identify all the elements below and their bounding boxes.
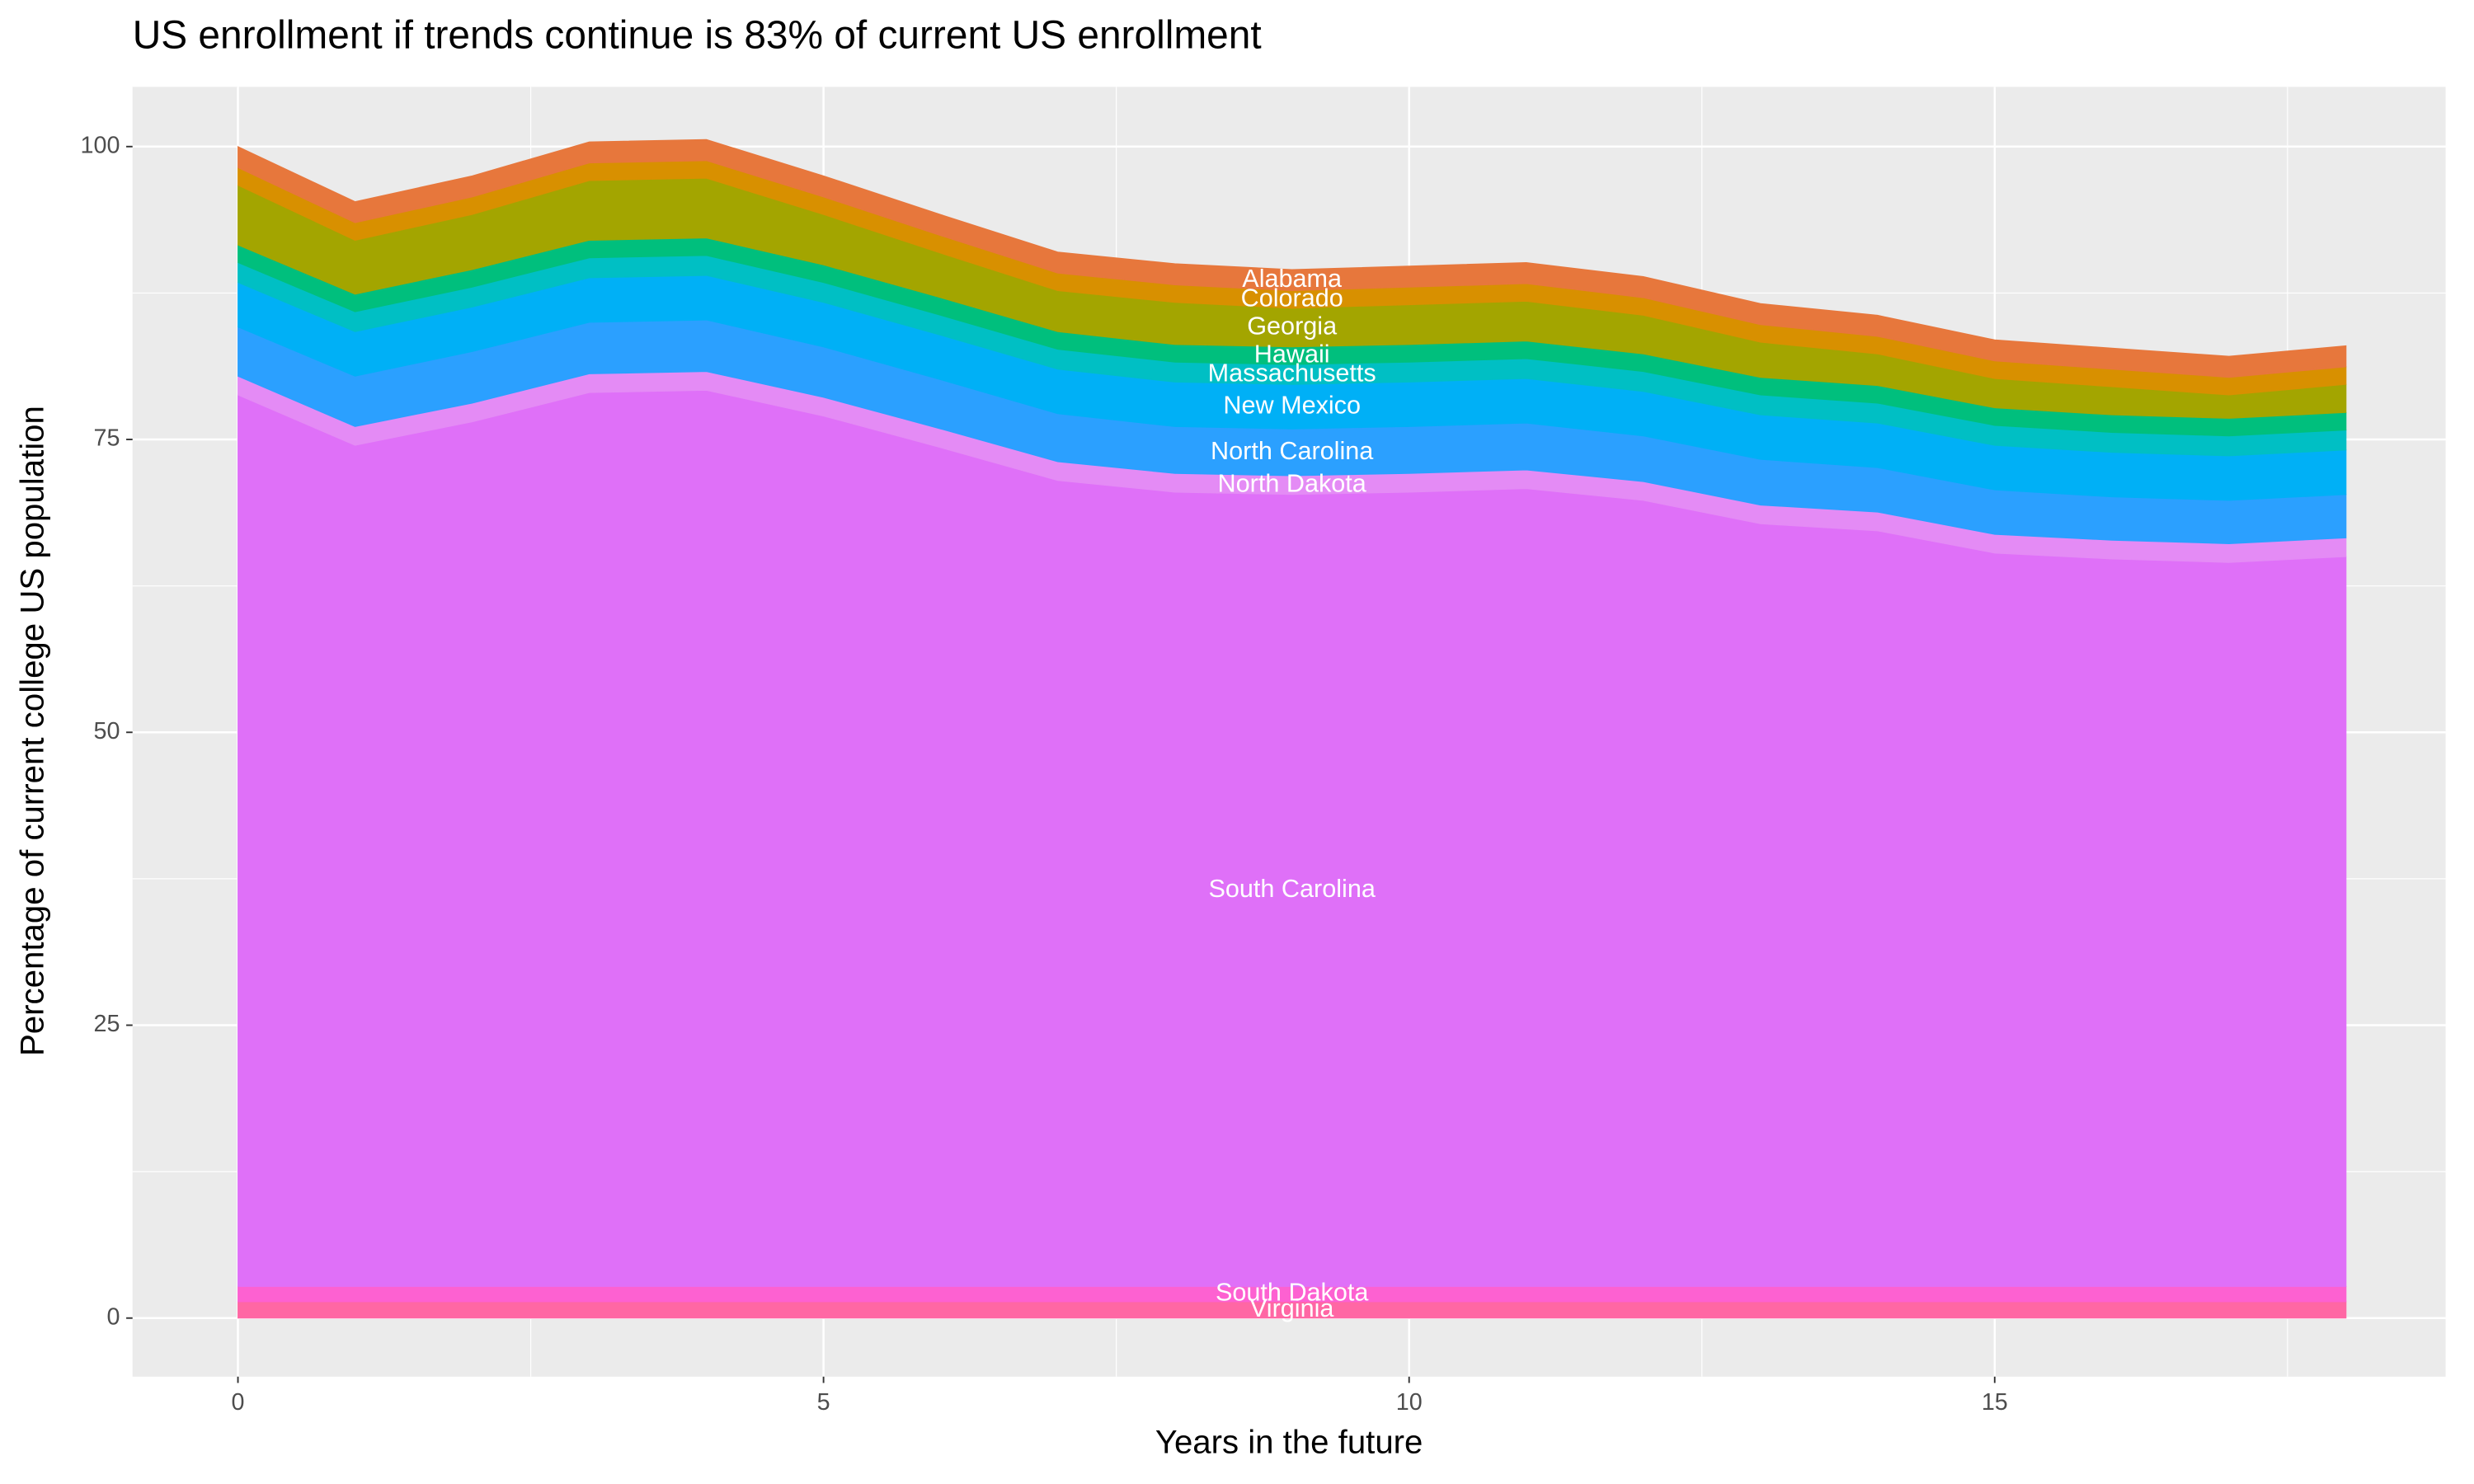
area-label: Virginia — [1250, 1294, 1334, 1322]
x-tick-label: 15 — [1982, 1389, 2008, 1416]
axes: 0 5 10 15 0 25 50 75 100 — [81, 132, 2008, 1416]
x-axis-title: Years in the future — [1155, 1424, 1423, 1461]
area-label: Massachusetts — [1208, 359, 1376, 387]
x-tick-label: 0 — [232, 1389, 245, 1416]
area-label: South Carolina — [1208, 875, 1376, 903]
y-tick-label: 0 — [106, 1303, 120, 1330]
y-tick-label: 75 — [93, 425, 120, 452]
area-label: South Dakota — [1216, 1279, 1369, 1307]
y-tick-label: 25 — [93, 1011, 120, 1037]
y-tick-label: 50 — [93, 718, 120, 744]
area-label: Georgia — [1247, 312, 1338, 340]
y-tick-label: 100 — [81, 132, 120, 158]
area-label: Alabama — [1242, 265, 1343, 293]
area-label: North Dakota — [1218, 470, 1367, 498]
area-label: Colorado — [1241, 284, 1343, 312]
area-label: New Mexico — [1223, 391, 1361, 419]
areas — [238, 139, 2347, 1319]
x-tick-label: 5 — [817, 1389, 830, 1416]
x-tick-label: 10 — [1396, 1389, 1423, 1416]
area — [238, 139, 2347, 378]
area-label: North Carolina — [1211, 437, 1374, 465]
area-label: Hawaii — [1254, 340, 1330, 369]
y-axis-title: Percentage of current college US populat… — [14, 406, 51, 1056]
chart-title: US enrollment if trends continue is 83% … — [133, 14, 1262, 58]
